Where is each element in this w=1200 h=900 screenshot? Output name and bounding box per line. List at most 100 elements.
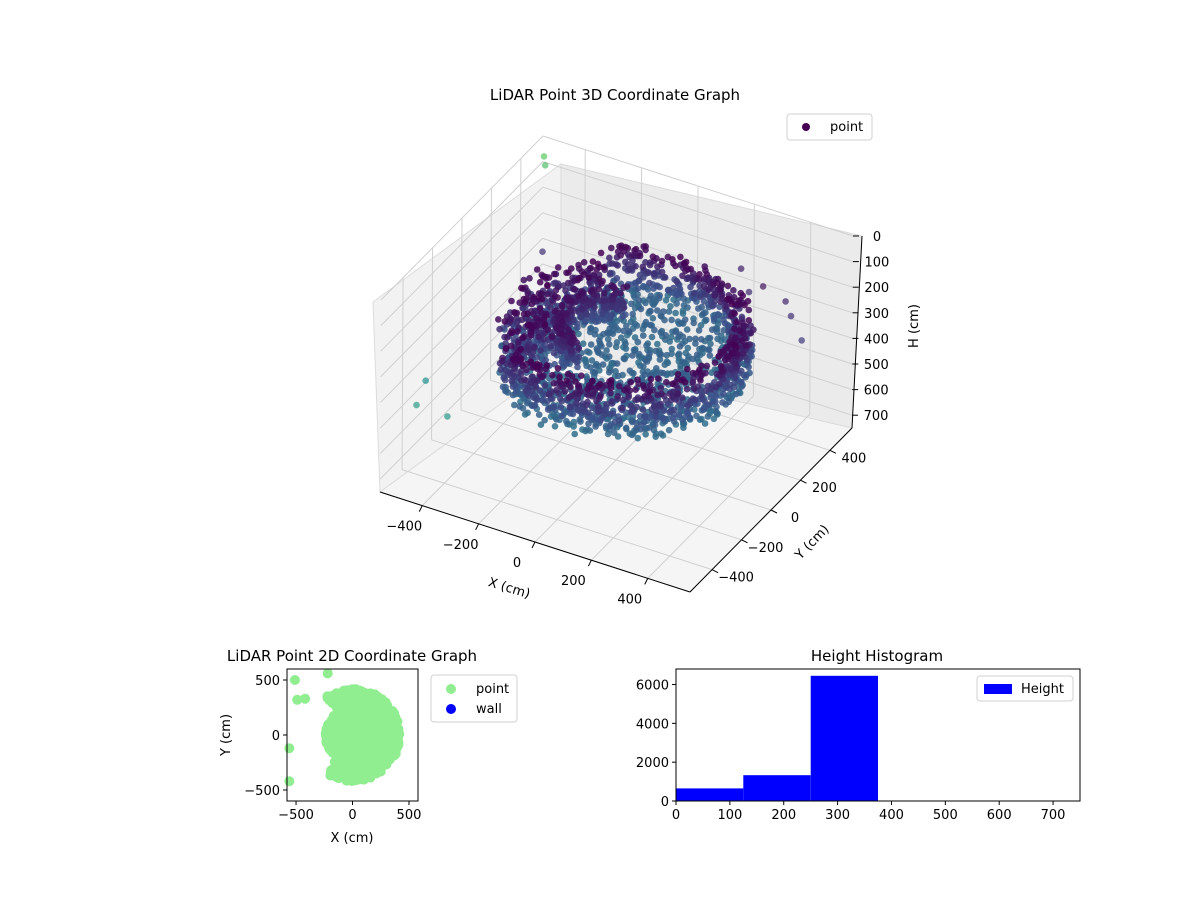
point-3d (635, 297, 643, 304)
point-3d (695, 276, 703, 283)
x-tick (418, 505, 423, 512)
point-3d (732, 374, 739, 382)
point-3d (629, 406, 636, 414)
point-3d (600, 330, 607, 338)
point-3d (519, 405, 527, 412)
point-3d (570, 423, 577, 430)
point-3d (595, 403, 602, 411)
z-tick-label: 700 (864, 409, 889, 424)
point-3d (422, 377, 430, 385)
point-3d (619, 396, 627, 404)
point-3d (647, 375, 655, 383)
point-3d (517, 370, 525, 378)
point-3d (706, 352, 714, 359)
point-3d (578, 372, 585, 380)
y-tick (770, 509, 778, 514)
point-3d (715, 311, 722, 319)
point-3d (700, 283, 708, 290)
point-3d (679, 394, 686, 402)
point-3d (574, 324, 581, 331)
point-3d (538, 373, 546, 381)
y-tick-label: 0 (791, 511, 799, 526)
point-3d (559, 303, 566, 310)
hist-title: Height Histogram (811, 647, 943, 665)
hist-x-tick-label: 700 (1041, 808, 1066, 823)
point-3d (661, 316, 668, 324)
point-3d (598, 351, 605, 358)
point-3d (706, 346, 713, 354)
point-3d (532, 383, 540, 391)
point-2d (369, 702, 380, 713)
point-3d (556, 373, 563, 381)
point-3d (732, 390, 740, 398)
point-3d (575, 353, 583, 361)
point-3d (721, 336, 728, 343)
grid-line-y-wall (401, 277, 404, 470)
point-3d (541, 416, 548, 424)
grid-line-x-wall (752, 204, 755, 397)
point-3d (600, 297, 608, 305)
point-3d (575, 330, 582, 338)
point-3d (712, 408, 720, 416)
point-3d (600, 264, 608, 271)
point-3d (541, 341, 549, 348)
point-3d (742, 342, 750, 349)
point-3d (708, 369, 715, 377)
point-3d (596, 337, 603, 344)
point-3d (535, 290, 543, 297)
hist-bar (743, 775, 811, 801)
point-2d (351, 718, 362, 729)
hist-y-tick-label: 0 (661, 795, 669, 810)
point-3d (521, 298, 529, 306)
point-3d (707, 394, 714, 401)
plot-3d: LiDAR Point 3D Coordinate Graph −400 −200… (372, 86, 922, 607)
point-3d (617, 252, 624, 259)
point-3d (575, 407, 582, 414)
point-3d (639, 406, 647, 414)
point-3d (650, 301, 657, 309)
point-2d (379, 712, 390, 723)
point-3d (595, 408, 602, 416)
grid-line-y-wall (460, 217, 463, 411)
plot2d-y-tick-label: −500 (244, 784, 280, 799)
point-3d (578, 297, 586, 305)
grid-line-y-wall (431, 247, 434, 440)
point-3d (614, 392, 622, 400)
plot3d-legend-marker (802, 123, 810, 131)
point-3d (646, 388, 653, 396)
point-3d (590, 372, 598, 380)
point-3d (540, 153, 548, 160)
point-3d (680, 424, 687, 432)
point-3d (725, 295, 732, 303)
point-3d (519, 362, 526, 369)
point-3d (689, 378, 697, 386)
point-3d (672, 309, 679, 317)
point-3d (592, 362, 600, 370)
hist-x-tick-label: 100 (717, 808, 742, 823)
y-tick (741, 539, 748, 544)
point-3d (741, 301, 748, 309)
point-3d (648, 333, 656, 341)
point-3d (557, 404, 565, 411)
point-3d (662, 332, 670, 339)
point-3d (572, 378, 579, 385)
x-tick (644, 578, 649, 585)
point-3d (561, 388, 569, 395)
point-3d (533, 354, 541, 361)
grid-line-y-wall (489, 188, 492, 381)
point-3d (563, 417, 570, 425)
point-2d (381, 699, 392, 710)
point-3d (511, 401, 518, 409)
point-3d (683, 326, 691, 333)
point-3d (684, 304, 691, 311)
point-3d (632, 386, 639, 394)
point-3d (715, 352, 723, 360)
point-3d (732, 334, 739, 342)
point-3d (547, 342, 555, 350)
point-3d (705, 286, 713, 294)
y-tick-label: −400 (718, 571, 754, 586)
point-3d (713, 383, 720, 391)
point-3d (656, 283, 663, 291)
point-3d (641, 393, 648, 400)
